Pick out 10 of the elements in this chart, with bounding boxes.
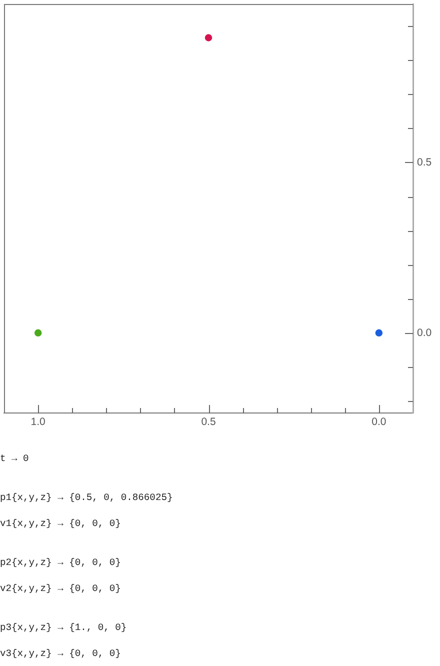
text: p2{x,y,z} → {0, 0, 0} [0,556,121,570]
x-tick-label: 1.0 [30,416,46,428]
text: t → 0 [0,452,29,466]
x-tick-label: 0.5 [201,416,216,428]
x-tick-label: 0.0 [372,416,386,428]
text: v3{x,y,z} → {0, 0, 0} [0,647,121,661]
text: p1{x,y,z} → {0.5, 0, 0.866025} [0,491,173,505]
text: v2{x,y,z} → {0, 0, 0} [0,582,121,596]
text: p3{x,y,z} → {1., 0, 0} [0,621,127,635]
text: v1{x,y,z} → {0, 0, 0} [0,517,121,531]
